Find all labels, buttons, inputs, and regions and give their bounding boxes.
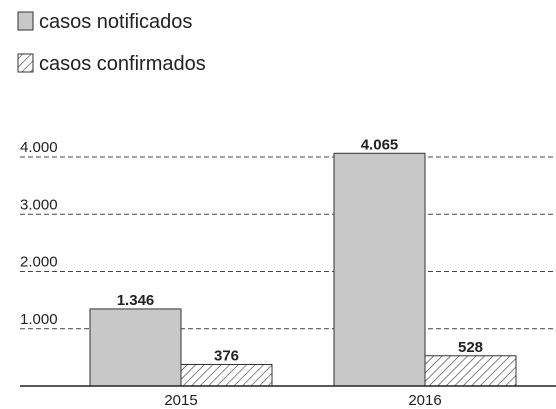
legend-label: casos confirmados [39,53,206,75]
value-label: 376 [214,347,239,364]
legend-label: casos notificados [39,11,192,33]
legend-swatch [17,11,34,31]
bar [424,355,517,387]
x-tick-label: 2015 [164,392,197,409]
legend-swatch [17,53,34,73]
bar [180,363,273,387]
bar [333,152,426,387]
y-tick-label: 1.000 [20,311,58,328]
value-label: 528 [458,339,483,356]
y-tick-label: 2.000 [20,254,58,271]
value-label: 1.346 [117,292,155,309]
y-tick-label: 3.000 [20,196,58,213]
bar [89,308,182,387]
value-label: 4.065 [361,136,399,153]
y-tick-label: 4.000 [20,139,58,156]
x-tick-label: 2016 [408,392,441,409]
